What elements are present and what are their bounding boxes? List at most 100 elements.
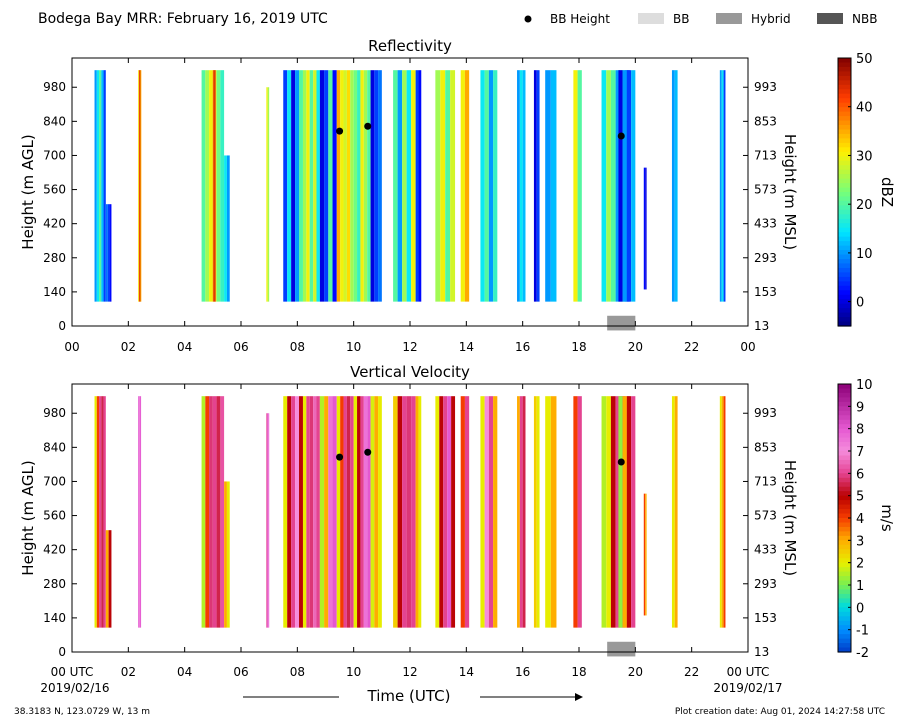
- echo-column-strip: [606, 396, 611, 628]
- x-tick-label: 08: [290, 665, 305, 679]
- colorbar-segment: [838, 308, 851, 314]
- colorbar-segment: [838, 419, 851, 425]
- colorbar-segment: [838, 437, 851, 443]
- echo-column-strip: [267, 87, 270, 302]
- echo-column-strip: [353, 70, 358, 302]
- colorbar-segment: [838, 384, 851, 390]
- y-right-tick-label: 13: [754, 319, 769, 333]
- echo-column-strip: [140, 70, 142, 302]
- echo-column-strip: [723, 396, 726, 628]
- echo-column-strip: [631, 70, 636, 302]
- x-tick-label: 14: [459, 340, 474, 354]
- colorbar-tick-label: 9: [856, 400, 864, 415]
- colorbar-frame: [837, 57, 852, 327]
- echo-column-strip: [357, 70, 361, 302]
- colorbar-tick-label: 0: [856, 601, 864, 616]
- y-tick-label: 0: [58, 319, 66, 333]
- echo-column-strip: [460, 396, 465, 628]
- echo-column-strip: [101, 70, 104, 302]
- colorbar-segment: [838, 183, 851, 189]
- echo-column-strip: [618, 70, 623, 302]
- colorbar-segment: [838, 107, 851, 113]
- echo-column-strip: [291, 396, 296, 628]
- echo-column-strip: [618, 396, 623, 628]
- colorbar-segment: [838, 406, 851, 412]
- colorbar-segment: [838, 227, 851, 233]
- colorbar-segment: [838, 281, 851, 287]
- echo-column-strip: [363, 70, 368, 302]
- colorbar-segment: [838, 93, 851, 99]
- echo-column-strip: [674, 396, 678, 628]
- echo-column-strip: [443, 396, 448, 628]
- echo-column-strip: [328, 396, 333, 628]
- echo-column-strip: [266, 87, 268, 302]
- y-tick-label: 700: [43, 474, 66, 488]
- echo-column-strip: [295, 396, 300, 628]
- echo-column-strip: [447, 396, 452, 628]
- echo-column-strip: [719, 70, 722, 302]
- echo-column-strip: [295, 70, 300, 302]
- echo-column-strip: [343, 396, 347, 628]
- echo-column-strip: [601, 396, 607, 628]
- colorbar-segment: [838, 276, 851, 282]
- echo-column-strip: [517, 70, 520, 302]
- colorbar-segment: [838, 598, 851, 604]
- colorbar-segment: [838, 415, 851, 421]
- echo-column-strip: [316, 70, 320, 302]
- echo-column-strip: [573, 396, 578, 628]
- echo-column-strip: [96, 396, 100, 628]
- legend-hybrid-swatch: [716, 13, 742, 24]
- echo-column-strip: [360, 396, 364, 628]
- echo-column-strip: [370, 396, 375, 628]
- colorbar-segment: [838, 321, 851, 327]
- panel-title: Reflectivity: [368, 37, 452, 55]
- x-tick-label: 22: [684, 665, 699, 679]
- colorbar-segment: [838, 629, 851, 635]
- y-right-tick-label: 293: [754, 251, 777, 265]
- echo-column-strip: [517, 396, 520, 628]
- colorbar-segment: [838, 245, 851, 251]
- echo-column-strip: [367, 70, 371, 302]
- legend-nbb-label: NBB: [852, 12, 877, 26]
- echo-column-strip: [350, 396, 354, 628]
- colorbar-segment: [838, 522, 851, 528]
- echo-column-strip: [378, 396, 382, 628]
- legend-bb-height-marker: [524, 15, 532, 23]
- echo-column-strip: [138, 396, 140, 628]
- echo-column-strip: [309, 396, 314, 628]
- echo-column-strip: [626, 70, 632, 302]
- echo-column-strip: [309, 70, 314, 302]
- bb-height-point: [617, 132, 625, 140]
- echo-column-strip: [418, 396, 422, 628]
- x-tick-label: 22: [684, 340, 699, 354]
- bb-height-point: [364, 122, 372, 130]
- colorbar-segment: [838, 125, 851, 131]
- colorbar-segment: [838, 562, 851, 568]
- colorbar-segment: [838, 401, 851, 407]
- colorbar-segment: [838, 62, 851, 68]
- x-tick-label: 00: [64, 340, 79, 354]
- y-axis-right-label: Height (m MSL): [781, 460, 799, 576]
- x-tick-label: 00: [740, 340, 755, 354]
- y-tick-label: 140: [43, 611, 66, 625]
- x-tick-label: 06: [233, 665, 248, 679]
- x-tick-label: 10: [346, 665, 361, 679]
- echo-column-strip: [212, 396, 217, 628]
- colorbar-segment: [838, 263, 851, 269]
- colorbar-segment: [838, 98, 851, 104]
- colorbar-segment: [838, 544, 851, 550]
- colorbar-segment: [838, 80, 851, 86]
- echo-column-strip: [397, 70, 403, 302]
- echo-column-strip: [370, 70, 375, 302]
- y-right-tick-label: 573: [754, 183, 777, 197]
- echo-column-strip: [464, 70, 470, 302]
- echo-column-strip: [626, 396, 632, 628]
- colorbar-segment: [838, 200, 851, 206]
- colorbar-segment: [838, 634, 851, 640]
- echo-column-strip: [340, 70, 344, 302]
- echo-column-strip: [402, 70, 407, 302]
- colorbar-segment: [838, 446, 851, 452]
- y-tick-label: 560: [43, 509, 66, 523]
- echo-column-strip: [367, 396, 371, 628]
